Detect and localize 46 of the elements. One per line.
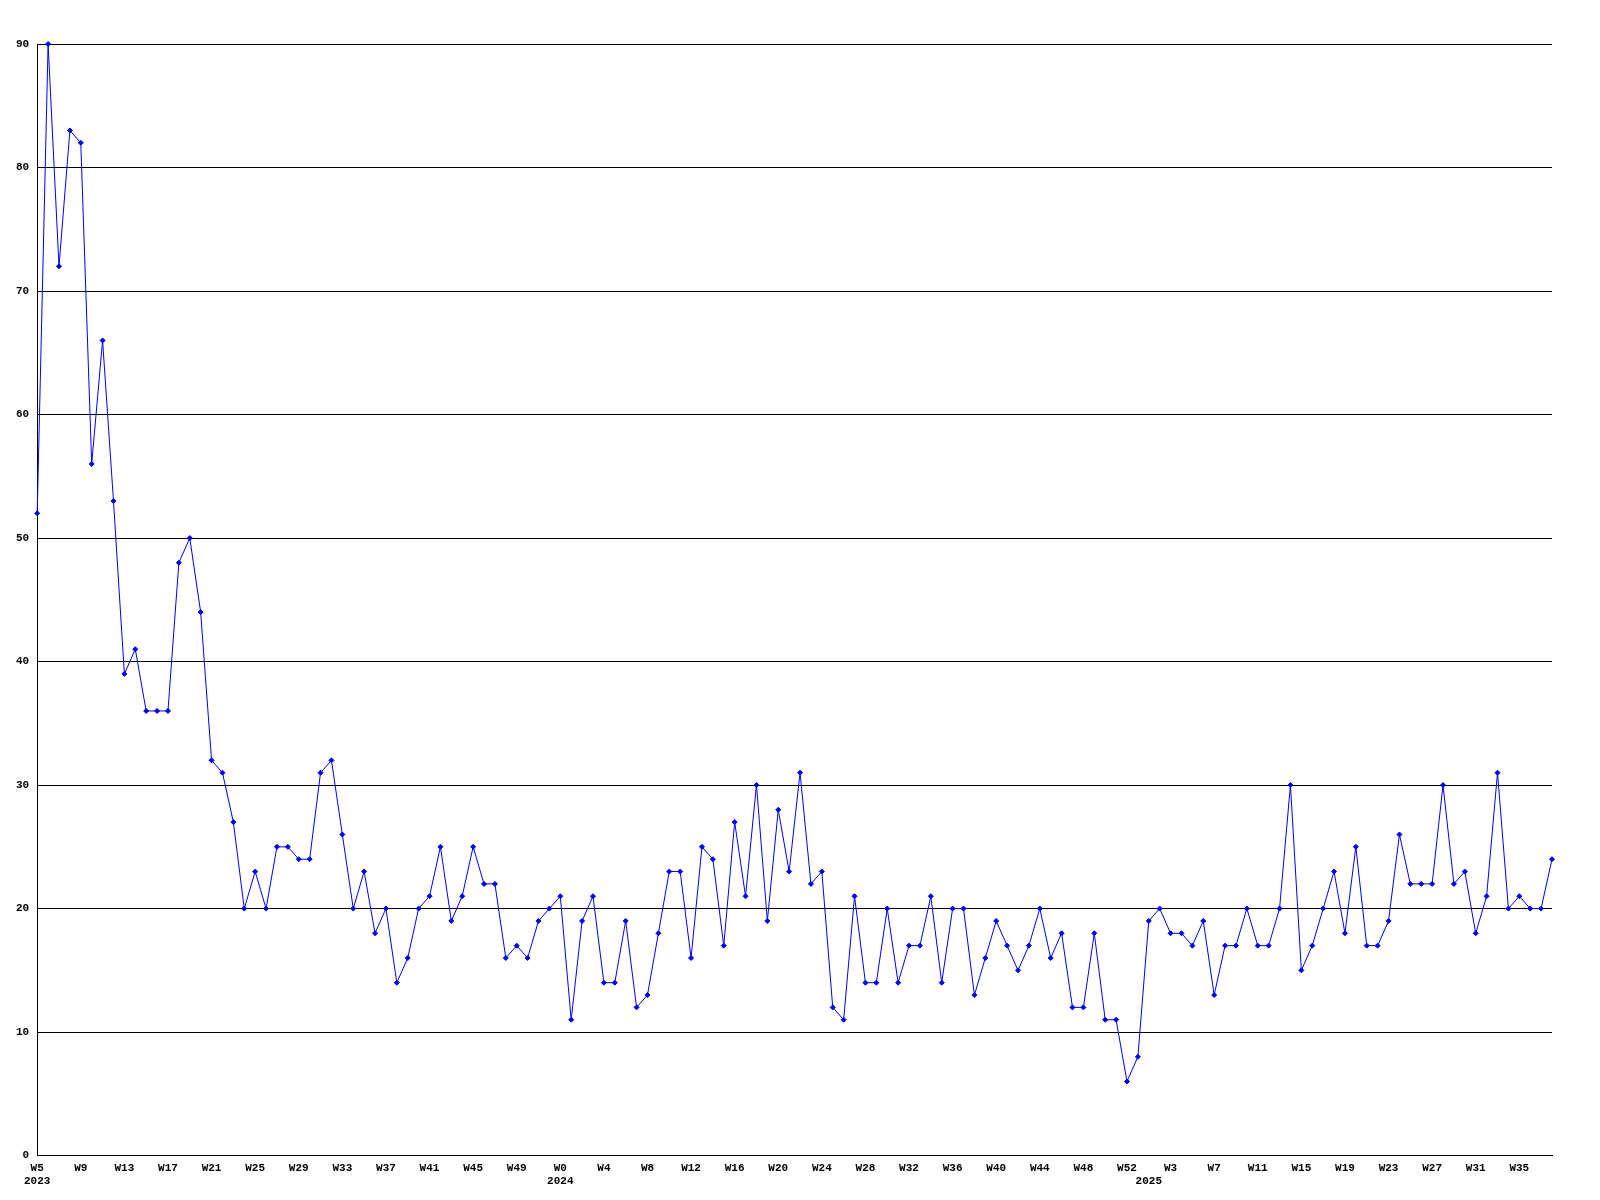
x-tick-label: W29 [288,1161,309,1174]
x-tick-label: W37 [376,1161,396,1174]
x-tick-label: W16 [724,1161,745,1174]
y-tick-label: 10 [16,1025,30,1038]
x-tick-label: W40 [986,1161,1007,1174]
y-tick-label: 60 [16,408,30,421]
y-tick-label: 0 [22,1149,30,1162]
x-tick-label: W15 [1291,1161,1312,1174]
x-tick-label: W35 [1509,1161,1530,1174]
x-tick-label: W41 [419,1161,440,1174]
x-tick-label: W21 [201,1161,222,1174]
x-tick-label: W0 2024 [547,1161,574,1188]
x-tick-label: W3 [1163,1161,1178,1174]
y-tick-label: 70 [16,284,30,297]
x-tick-label: W52 [1117,1161,1137,1174]
y-tick-label: 20 [16,902,30,915]
y-tick-label: 80 [16,161,30,174]
y-tick-label: 40 [16,655,30,668]
x-tick-label: W48 [1073,1161,1094,1174]
x-tick-label: W28 [855,1161,876,1174]
x-tick-label: W7 [1207,1161,1221,1174]
x-tick-label: W19 [1335,1161,1355,1174]
x-tick-label: W8 [640,1161,655,1174]
x-tick-label: W9 [74,1161,88,1174]
x-tick-label: W13 [114,1161,135,1174]
x-tick-label: W5 2023 [24,1161,51,1188]
x-tick-label: W17 [158,1161,178,1174]
x-tick-label: W31 [1465,1161,1487,1174]
x-tick-label: W49 [506,1161,527,1174]
x-tick-label: W12 [681,1161,701,1174]
x-tick-label: W25 [245,1161,266,1174]
x-tick-label: W44 [1029,1161,1051,1174]
x-tick-label: W20 [768,1161,789,1174]
x-tick-label: W32 [899,1161,919,1174]
x-tick-label: W27 [1422,1161,1443,1174]
x-tick-label: 2025 [1135,1175,1163,1188]
x-tick-label: W11 [1247,1161,1269,1174]
x-tick-label: W23 [1378,1161,1399,1174]
x-tick-label: W4 [597,1161,611,1174]
x-tick-label: W36 [942,1161,963,1174]
y-tick-label: 90 [16,37,30,50]
x-tick-label: W45 [463,1161,484,1174]
x-tick-label: W33 [332,1161,353,1174]
x-tick-label: W24 [811,1161,833,1174]
y-tick-label: 50 [16,531,30,544]
y-tick-label: 30 [16,778,30,791]
